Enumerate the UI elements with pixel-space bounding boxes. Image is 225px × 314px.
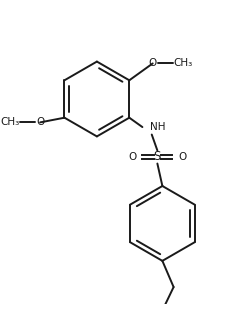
Text: O: O [128, 152, 136, 162]
Text: O: O [148, 58, 156, 68]
Text: NH: NH [149, 122, 165, 132]
Text: O: O [36, 117, 44, 127]
Text: O: O [177, 152, 185, 162]
Text: CH₃: CH₃ [173, 58, 192, 68]
Text: S: S [153, 150, 160, 164]
Text: CH₃: CH₃ [0, 117, 20, 127]
